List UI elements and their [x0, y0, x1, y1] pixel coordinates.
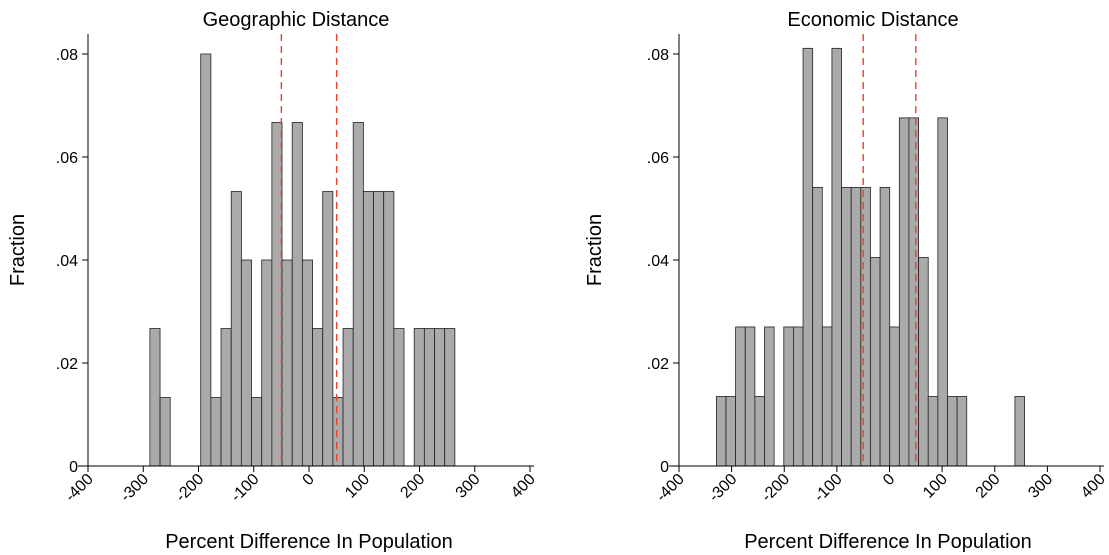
histogram-bar: [725, 396, 737, 467]
chart-title: Economic Distance: [787, 9, 958, 31]
x-axis-label: Percent Difference In Population: [744, 531, 1032, 553]
histogram-bar: [301, 259, 313, 467]
x-axis-label: Percent Difference In Population: [165, 531, 453, 553]
histogram-bar: [220, 328, 232, 467]
histogram-panel-economic: Economic Distance Fraction Percent Diffe…: [584, 9, 1109, 553]
y-tick-label: .06: [647, 150, 669, 167]
x-tick-label: -200: [758, 471, 793, 506]
y-axis-label: Fraction: [7, 214, 29, 286]
histogram-bar: [802, 47, 814, 467]
histogram-bar: [352, 122, 364, 467]
histogram-bar: [947, 396, 958, 467]
histogram-bar: [434, 328, 446, 467]
y-tick-label: 0: [69, 459, 78, 476]
x-tick-label: 100: [342, 471, 373, 502]
histogram-bar: [850, 186, 862, 467]
y-ticks: 0 .02 .04 .06 .08: [56, 47, 88, 476]
reference-lines: [862, 34, 917, 466]
x-tick-label: -200: [173, 471, 208, 506]
histogram-bar: [918, 257, 929, 467]
histogram-bar: [889, 326, 900, 467]
x-tick-label: 300: [453, 471, 484, 502]
x-tick-label: 300: [1025, 471, 1056, 502]
y-tick-label: .02: [647, 356, 669, 373]
bars: [715, 47, 1025, 467]
x-tick-label: 100: [920, 471, 951, 502]
histogram-bar: [870, 257, 881, 467]
histogram-bar: [383, 191, 395, 467]
histogram-bar: [754, 396, 765, 467]
histogram-bar: [715, 396, 727, 467]
x-tick-label: 200: [397, 471, 428, 502]
histogram-bar: [373, 191, 385, 467]
x-tick-label: -400: [62, 471, 97, 506]
histogram-bar: [860, 186, 871, 467]
y-tick-label: .06: [56, 150, 78, 167]
histogram-bar: [240, 259, 252, 467]
histogram-bar: [413, 328, 425, 467]
histogram-bar: [927, 396, 939, 467]
x-tick-label: 200: [973, 471, 1004, 502]
histogram-bar: [735, 326, 746, 467]
y-axis-label: Fraction: [584, 214, 606, 286]
reference-lines: [280, 34, 338, 466]
histogram-bar: [322, 191, 334, 467]
histogram-bar: [149, 328, 161, 467]
axes: [78, 34, 534, 467]
y-tick-label: .08: [56, 47, 78, 64]
histogram-bar: [342, 328, 354, 467]
histogram-bar: [812, 186, 823, 467]
x-tick-label: 0: [880, 471, 898, 489]
histogram-bar: [261, 259, 273, 467]
histogram-bar: [831, 47, 842, 467]
y-tick-label: .04: [56, 253, 78, 270]
histogram-bar: [879, 186, 891, 467]
histogram-bar: [281, 259, 293, 467]
histogram-bar: [1014, 396, 1025, 467]
histogram-bar: [793, 326, 804, 467]
y-tick-label: .08: [647, 47, 669, 64]
x-tick-label: -300: [117, 471, 152, 506]
x-tick-label: 400: [508, 471, 539, 502]
x-tick-label: 0: [300, 471, 318, 489]
histogram-bar: [230, 191, 242, 467]
histogram-bar: [744, 326, 756, 467]
histogram-bar: [332, 397, 344, 467]
histogram-bar: [783, 326, 794, 467]
histogram-bar: [210, 397, 222, 467]
histogram-bar: [362, 191, 374, 467]
histogram-panel-geographic: Geographic Distance Fraction Percent Dif…: [7, 9, 539, 553]
histogram-bar: [312, 328, 324, 467]
histogram-bar: [956, 396, 968, 467]
y-tick-label: .02: [56, 356, 78, 373]
chart-title: Geographic Distance: [203, 9, 390, 31]
y-ticks: 0 .02 .04 .06 .08: [647, 47, 679, 476]
histogram-bar: [200, 53, 212, 467]
x-tick-label: -100: [228, 471, 263, 506]
bars: [149, 53, 456, 467]
histogram-bar: [444, 328, 456, 467]
histogram-bar: [271, 122, 283, 467]
histogram-bar: [841, 186, 852, 467]
x-tick-label: -400: [653, 471, 688, 506]
histogram-bar: [908, 117, 919, 467]
histogram-bar: [291, 122, 303, 467]
x-ticks: -400 -300 -200 -100 0 100 200 300 400: [62, 466, 539, 505]
axes: [669, 34, 1104, 467]
histogram-bar: [393, 328, 405, 467]
x-tick-label: 400: [1078, 471, 1109, 502]
histogram-bar: [821, 326, 833, 467]
x-ticks: -400 -300 -200 -100 0 100 200 300 400: [653, 466, 1109, 505]
histogram-bar: [423, 328, 435, 467]
histogram-bar: [251, 397, 263, 467]
x-tick-label: -300: [706, 471, 741, 506]
y-tick-label: .04: [647, 253, 669, 270]
histogram-bar: [159, 397, 171, 467]
histogram-bar: [937, 117, 948, 467]
y-tick-label: 0: [660, 459, 669, 476]
histogram-bar: [898, 117, 910, 467]
x-tick-label: -100: [811, 471, 846, 506]
histogram-bar: [764, 326, 775, 467]
